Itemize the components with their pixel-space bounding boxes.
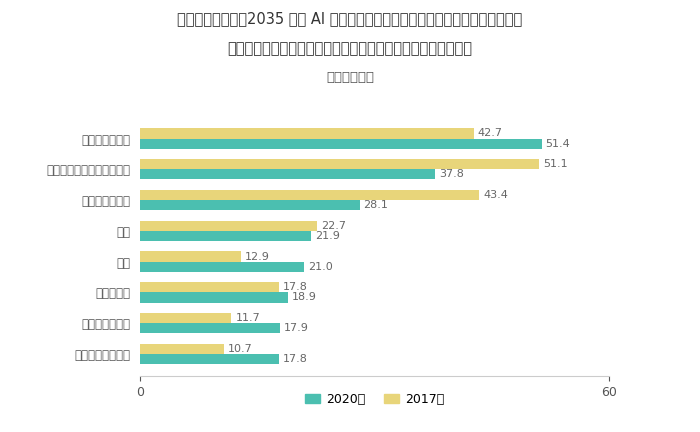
Text: 現在の小学生が、2035 年の AI 時代にビジネスパーソンとして活躍するために、: 現在の小学生が、2035 年の AI 時代にビジネスパーソンとして活躍するために… xyxy=(177,11,523,26)
Bar xyxy=(140,139,542,149)
Text: 今から取り組んでおいたほうが良いことは何だと思いますか？: 今から取り組んでおいたほうが良いことは何だと思いますか？ xyxy=(228,41,472,56)
Text: 43.4: 43.4 xyxy=(483,190,508,200)
Bar xyxy=(140,200,360,210)
Bar xyxy=(140,159,540,169)
Bar xyxy=(140,313,232,323)
Text: 17.9: 17.9 xyxy=(284,323,309,333)
Text: 11.7: 11.7 xyxy=(235,313,260,323)
Bar xyxy=(140,251,241,262)
Bar xyxy=(140,344,223,354)
Text: 37.8: 37.8 xyxy=(440,169,464,179)
Text: 21.0: 21.0 xyxy=(308,262,332,272)
Bar xyxy=(140,231,312,241)
Text: 17.8: 17.8 xyxy=(283,282,308,292)
Bar xyxy=(140,282,279,292)
Bar xyxy=(140,169,435,179)
Bar xyxy=(140,323,280,334)
Text: 51.4: 51.4 xyxy=(546,139,570,149)
Bar xyxy=(140,190,480,200)
Bar xyxy=(140,262,304,272)
Text: 22.7: 22.7 xyxy=(321,221,346,231)
Text: 21.9: 21.9 xyxy=(315,231,340,241)
Bar xyxy=(140,128,474,139)
Text: 10.7: 10.7 xyxy=(228,344,252,354)
Text: 18.9: 18.9 xyxy=(292,292,316,302)
Bar xyxy=(140,292,288,302)
Legend: 2020年, 2017年: 2020年, 2017年 xyxy=(300,388,449,411)
Text: 17.8: 17.8 xyxy=(283,354,308,364)
Text: （複数選択）: （複数選択） xyxy=(326,71,374,84)
Bar xyxy=(140,221,317,231)
Bar xyxy=(140,354,279,364)
Text: 28.1: 28.1 xyxy=(363,200,389,210)
Text: 42.7: 42.7 xyxy=(477,128,503,139)
Text: 12.9: 12.9 xyxy=(245,251,270,261)
Text: 51.1: 51.1 xyxy=(543,159,568,169)
